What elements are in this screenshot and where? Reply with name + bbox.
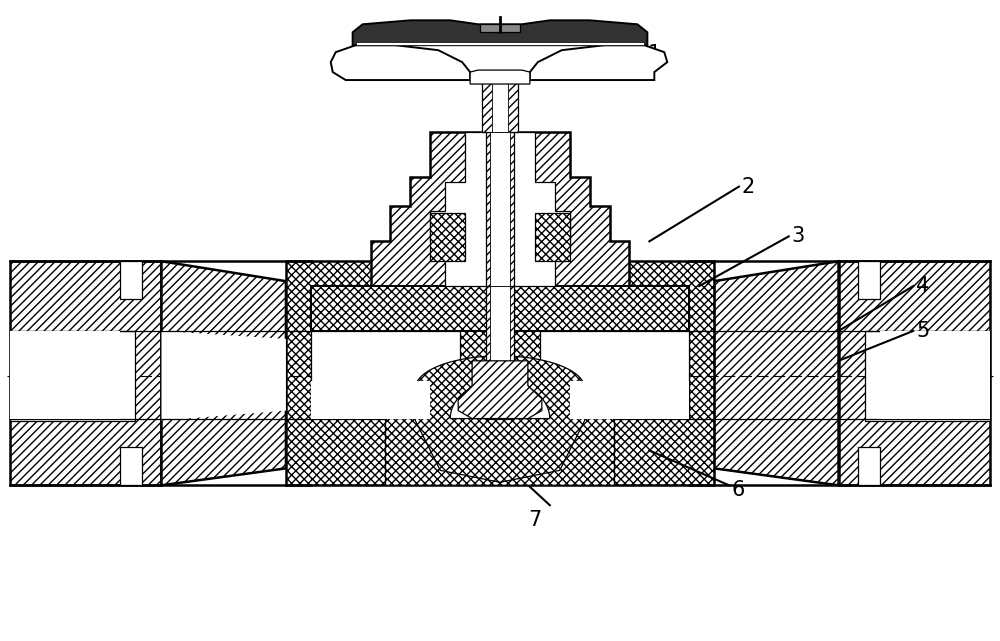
Bar — [492, 72, 508, 132]
Polygon shape — [415, 356, 585, 482]
Text: 3: 3 — [792, 226, 805, 246]
Bar — [880, 331, 990, 419]
Polygon shape — [311, 286, 689, 331]
Polygon shape — [470, 70, 530, 84]
Polygon shape — [371, 132, 629, 286]
Bar — [120, 262, 142, 299]
Bar — [490, 286, 510, 419]
Polygon shape — [535, 213, 570, 262]
Text: 4: 4 — [916, 276, 929, 296]
Polygon shape — [540, 331, 689, 419]
Polygon shape — [311, 381, 430, 419]
Polygon shape — [480, 24, 520, 32]
Polygon shape — [356, 42, 644, 46]
Bar — [120, 447, 142, 485]
Polygon shape — [161, 262, 286, 485]
Text: 7: 7 — [528, 510, 541, 530]
Polygon shape — [430, 213, 465, 262]
Bar — [10, 331, 135, 420]
Bar — [865, 331, 990, 420]
Polygon shape — [331, 46, 470, 80]
Text: 6: 6 — [732, 480, 745, 500]
Polygon shape — [311, 331, 460, 419]
Bar — [858, 447, 880, 485]
Polygon shape — [839, 262, 990, 485]
Text: 5: 5 — [916, 321, 929, 341]
Polygon shape — [570, 381, 689, 419]
Polygon shape — [458, 361, 542, 419]
Polygon shape — [10, 262, 161, 485]
Text: 2: 2 — [742, 176, 755, 197]
Polygon shape — [353, 21, 647, 46]
Bar — [858, 262, 880, 299]
Text: 1: 1 — [647, 44, 661, 64]
Polygon shape — [286, 262, 714, 485]
Polygon shape — [161, 331, 286, 420]
Polygon shape — [714, 262, 839, 485]
Polygon shape — [486, 132, 514, 286]
Bar — [10, 331, 120, 419]
Bar — [482, 72, 518, 132]
Polygon shape — [530, 46, 667, 80]
Polygon shape — [450, 381, 550, 419]
Bar — [490, 132, 510, 286]
Polygon shape — [430, 132, 570, 286]
Polygon shape — [486, 286, 514, 419]
Polygon shape — [385, 356, 615, 485]
